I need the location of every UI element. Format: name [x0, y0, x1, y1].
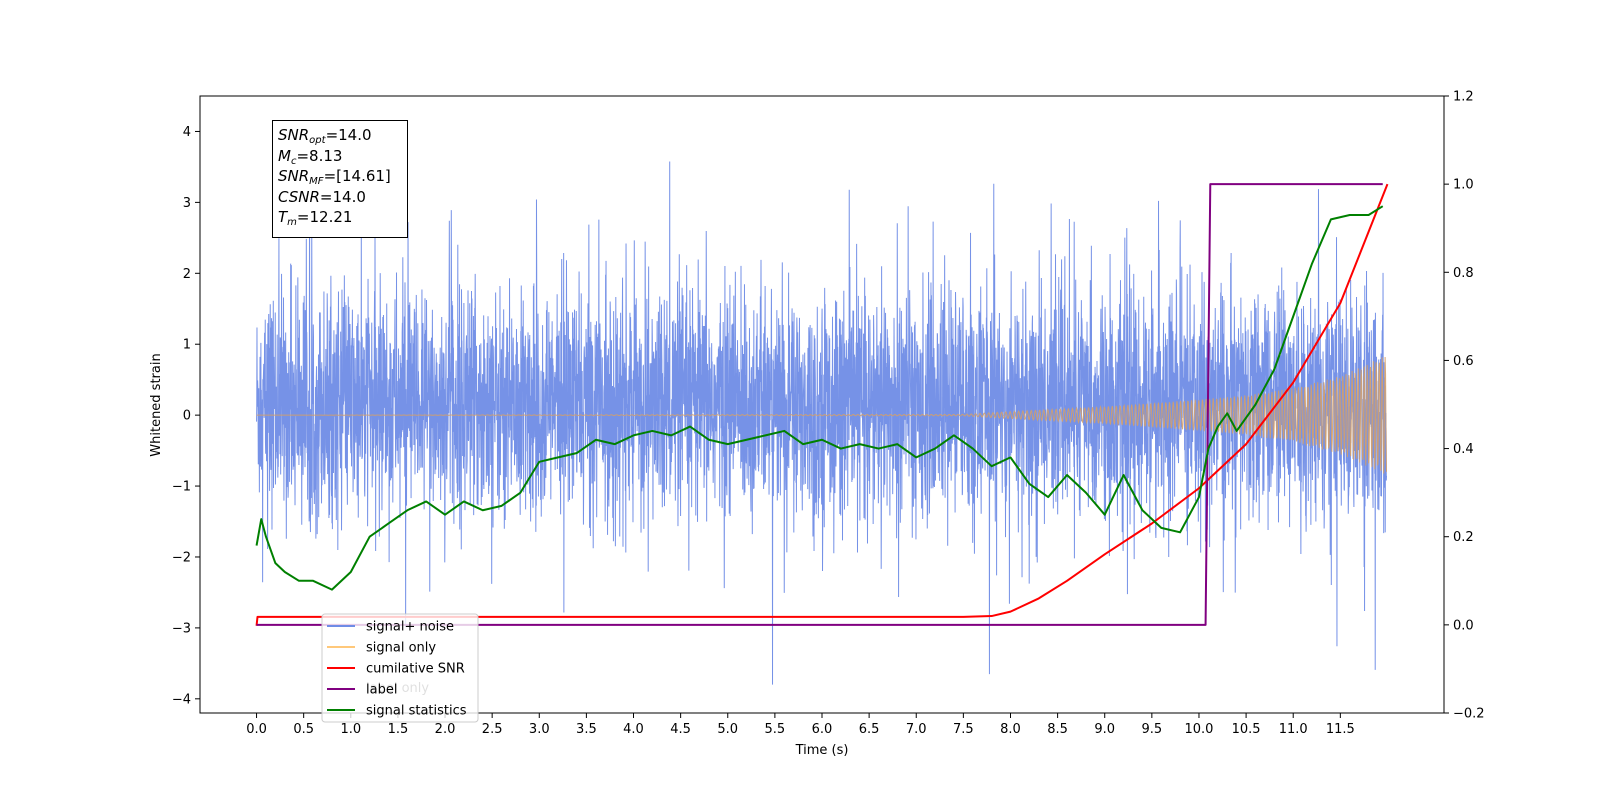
- y-axis-right: 1.2 1.0 0.8 0.6 0.4 0.2 0.0 −0.2: [1444, 90, 1485, 722]
- y-right-tick-label: 0.0: [1453, 618, 1474, 633]
- info-snr-mf: SNRMF=[14.61]: [278, 167, 391, 187]
- series-label: [256, 183, 1383, 626]
- y-axis-label: Whitened strain: [149, 353, 164, 456]
- x-tick-label: 3.0: [529, 722, 550, 737]
- x-tick-label: 2.5: [482, 722, 503, 737]
- y-right-tick-label: 0.8: [1453, 266, 1474, 281]
- x-tick-label: 8.5: [1047, 722, 1068, 737]
- x-tick-label: 10.5: [1232, 722, 1261, 737]
- x-tick-label: 11.5: [1326, 722, 1355, 737]
- series-signal-only: [256, 357, 1388, 474]
- info-box: SNRopt=14.0 Mc=8.13 SNRMF=[14.61] CSNR=1…: [272, 120, 408, 238]
- series-cumulative-snr: [255, 183, 1389, 626]
- info-csnr: CSNR=14.0: [278, 187, 366, 206]
- x-tick-label: 2.0: [435, 722, 456, 737]
- info-tm: Tm=12.21: [278, 208, 353, 228]
- x-tick-label: 1.0: [340, 722, 361, 737]
- y-left-tick-label: −2: [172, 550, 191, 565]
- legend: label only signal+ noise signal only cumila…: [321, 613, 479, 723]
- x-tick-label: 4.5: [670, 722, 691, 737]
- y-right-tick-label: 0.2: [1453, 530, 1474, 545]
- x-tick-label: 10.0: [1184, 722, 1213, 737]
- x-tick-label: 1.5: [388, 722, 409, 737]
- y-left-tick-label: 2: [183, 267, 191, 282]
- info-snr-opt: SNRopt=14.0: [278, 126, 372, 146]
- legend-entry: signal statistics: [366, 704, 467, 719]
- info-chirp-mass: Mc=8.13: [278, 146, 343, 167]
- x-tick-label: 5.5: [765, 722, 786, 737]
- x-axis-label: Time (s): [795, 743, 849, 758]
- x-tick-label: 9.5: [1142, 722, 1163, 737]
- x-tick-label: 6.0: [812, 722, 833, 737]
- y-axis-left: 4 3 2 1 0 −1 −2 −3 −4: [172, 125, 200, 707]
- x-tick-label: 6.5: [859, 722, 880, 737]
- y-right-tick-label: 1.2: [1453, 90, 1474, 105]
- legend-entry: cumilative SNR: [366, 662, 465, 677]
- plot-area: [255, 146, 1389, 685]
- x-tick-label: 9.0: [1094, 722, 1115, 737]
- y-left-tick-label: 1: [183, 338, 191, 353]
- x-tick-label: 0.5: [293, 722, 314, 737]
- y-right-tick-label: 0.4: [1453, 442, 1474, 457]
- x-tick-label: 8.0: [1000, 722, 1021, 737]
- x-tick-label: 4.0: [623, 722, 644, 737]
- y-left-tick-label: −3: [172, 621, 191, 636]
- legend-hidden-entry: label only: [366, 681, 429, 696]
- y-left-tick-label: 4: [183, 125, 191, 140]
- y-right-tick-label: 0.6: [1453, 354, 1474, 369]
- x-tick-label: 11.0: [1279, 722, 1308, 737]
- x-tick-label: 7.5: [953, 722, 974, 737]
- x-tick-label: 0.0: [246, 722, 267, 737]
- legend-entry: label: [366, 683, 397, 698]
- x-axis: 0.0 0.5 1.0 1.5 2.0 2.5 3.0 3.5 4.0 4.5 5.0 5.5 6.0 6…: [246, 713, 1355, 737]
- y-left-tick-label: −4: [172, 692, 191, 707]
- y-right-tick-label: −0.2: [1453, 707, 1485, 722]
- x-tick-label: 3.5: [576, 722, 597, 737]
- y-right-tick-label: 1.0: [1453, 178, 1474, 193]
- series-signal-statistics: [255, 205, 1384, 591]
- legend-box: [321, 613, 479, 723]
- y-left-tick-label: −1: [172, 480, 191, 495]
- series-signal-noise: [256, 146, 1388, 685]
- x-tick-label: 7.0: [906, 722, 927, 737]
- legend-entry: signal only: [366, 641, 436, 656]
- y-left-tick-label: 0: [183, 409, 191, 424]
- y-left-tick-label: 3: [183, 196, 191, 211]
- x-tick-label: 5.0: [717, 722, 738, 737]
- legend-entry: signal+ noise: [366, 620, 454, 635]
